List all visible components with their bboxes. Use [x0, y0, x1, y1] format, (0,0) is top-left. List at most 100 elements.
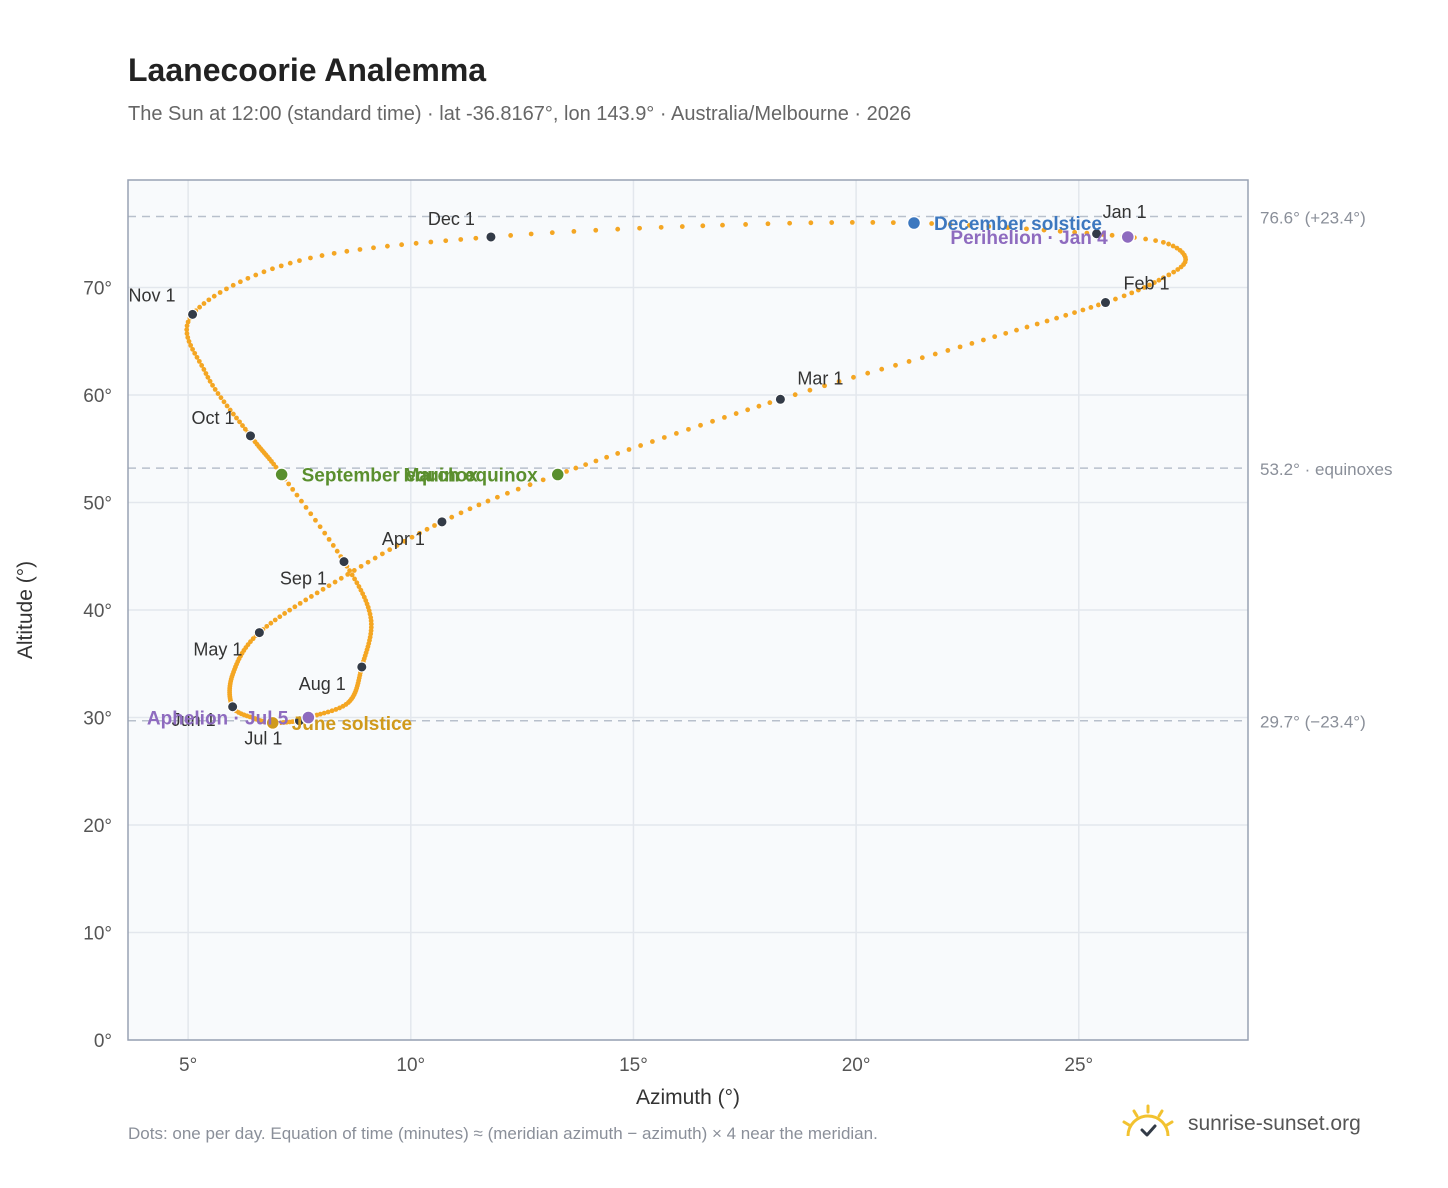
daily-dot: [807, 387, 813, 393]
daily-dot: [319, 253, 325, 258]
daily-dot: [829, 220, 835, 225]
month-marker-label: Mar 1: [797, 368, 843, 388]
daily-dot: [205, 374, 211, 380]
daily-dot: [329, 708, 335, 714]
daily-dot: [287, 260, 293, 266]
daily-dot: [194, 354, 200, 360]
daily-dot: [351, 568, 357, 573]
daily-dot: [354, 580, 360, 586]
y-tick-label: 30°: [83, 709, 112, 730]
daily-dot: [932, 351, 938, 357]
daily-dot: [1166, 241, 1172, 247]
daily-dot: [1135, 287, 1141, 293]
daily-dot: [270, 266, 275, 272]
daily-dot: [230, 282, 236, 288]
daily-dot: [1072, 310, 1077, 316]
daily-dot: [1143, 236, 1149, 242]
daily-dot: [212, 387, 218, 392]
reference-line-label: 53.2° · equinoxes: [1260, 460, 1393, 479]
daily-dot: [638, 443, 644, 448]
x-tick-label: 5°: [179, 1055, 197, 1076]
event-marker-label: Perihelion · Jan 4: [950, 228, 1108, 249]
daily-dot: [1166, 272, 1172, 278]
daily-dot: [765, 221, 771, 227]
daily-dot: [290, 486, 296, 492]
daily-dot: [402, 538, 407, 544]
daily-dot: [278, 263, 284, 269]
daily-dot: [313, 517, 318, 523]
daily-dot: [808, 220, 814, 226]
y-tick-label: 40°: [83, 601, 112, 622]
daily-dot: [333, 707, 339, 712]
daily-dot: [287, 607, 293, 613]
daily-dot: [957, 344, 963, 350]
y-tick-label: 70°: [83, 279, 112, 300]
month-marker-dot: [1091, 228, 1103, 240]
x-tick-label: 20°: [842, 1055, 871, 1076]
daily-dot: [1044, 318, 1050, 324]
daily-dot: [650, 439, 655, 444]
daily-dot: [314, 590, 320, 596]
daily-dot: [203, 371, 209, 376]
daily-dot: [767, 400, 773, 406]
month-marker-label: Dec 1: [428, 209, 475, 229]
daily-dot: [947, 221, 953, 227]
daily-dot: [264, 623, 270, 629]
daily-dot: [792, 392, 798, 398]
chart-subtitle: The Sun at 12:00 (standard time) · lat -…: [128, 103, 912, 125]
month-marker-label: Sep 1: [280, 569, 327, 589]
daily-dot: [527, 482, 533, 488]
daily-dot: [443, 238, 449, 244]
event-marker-dot: [906, 215, 922, 231]
event-marker-dot: [265, 715, 280, 731]
daily-dot: [186, 339, 192, 344]
daily-dot: [1171, 269, 1177, 275]
daily-dot: [593, 227, 599, 233]
chart-title: Laanecoorie Analemma: [128, 52, 487, 88]
daily-dot: [673, 431, 679, 436]
daily-dot: [317, 524, 323, 530]
sun-logo-icon: [1122, 1104, 1174, 1137]
event-marker-dot: [550, 467, 565, 482]
month-marker-dot: [774, 393, 786, 405]
daily-dot: [1034, 321, 1040, 327]
daily-dot: [473, 235, 479, 241]
daily-dot: [458, 237, 464, 242]
daily-dot: [253, 272, 259, 278]
daily-dot: [330, 543, 336, 548]
daily-dot: [185, 319, 191, 325]
month-marker-dot: [356, 661, 368, 673]
daily-dot: [1057, 228, 1063, 234]
event-marker-label: September equinox: [302, 466, 479, 487]
daily-dot: [449, 514, 455, 520]
daily-dot: [240, 423, 245, 428]
daily-dot: [227, 407, 233, 413]
daily-dot: [756, 403, 762, 409]
brand[interactable]: sunrise-sunset.org: [1120, 1102, 1361, 1146]
daily-dot: [929, 221, 935, 226]
daily-dot: [593, 458, 599, 464]
daily-dot: [836, 379, 842, 384]
daily-dot: [787, 220, 793, 226]
daily-dot: [272, 617, 278, 623]
daily-dot: [604, 454, 610, 460]
daily-dot: [1153, 238, 1158, 243]
daily-dot: [743, 222, 748, 227]
daily-dot: [332, 579, 338, 585]
daily-dot: [199, 363, 205, 368]
footnote: Dots: one per day. Equation of time (min…: [128, 1124, 878, 1143]
daily-dot: [1141, 285, 1147, 290]
daily-dot: [969, 341, 975, 346]
plot-frame: [127, 179, 1249, 1041]
daily-dot: [1151, 280, 1157, 285]
event-marker-label: December solstice: [934, 214, 1102, 235]
daily-dot: [308, 255, 313, 261]
daily-dot: [1072, 229, 1078, 235]
daily-dot: [1156, 277, 1162, 283]
month-marker-dot: [253, 627, 265, 639]
daily-dot: [314, 712, 320, 718]
daily-dot: [303, 597, 309, 603]
x-axis-label: Azimuth (°): [636, 1086, 740, 1109]
daily-dot: [344, 248, 350, 254]
daily-dot: [192, 350, 198, 356]
